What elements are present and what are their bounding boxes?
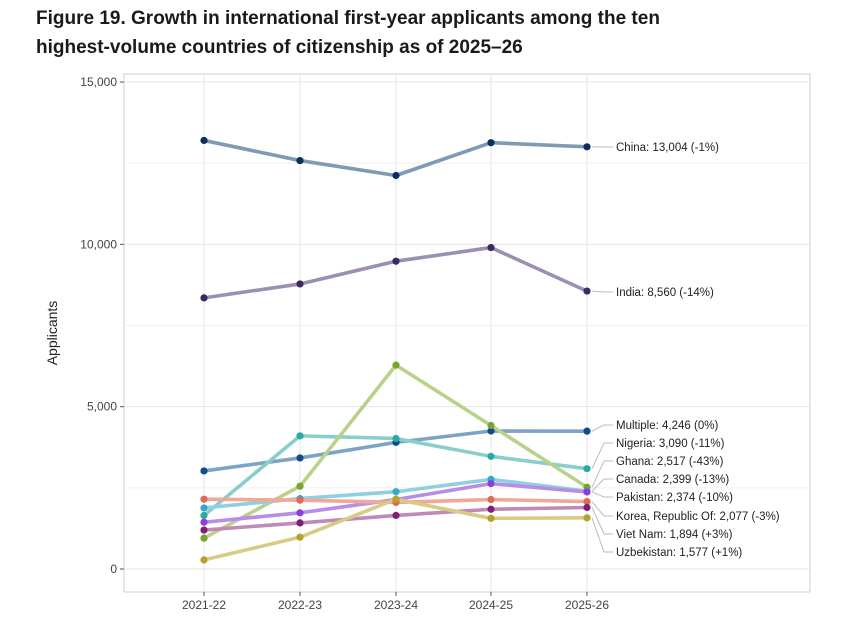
series-end-label: Viet Nam: 1,894 (+3%) [616, 529, 733, 541]
data-point [296, 519, 304, 527]
data-point [392, 171, 400, 180]
series-end-label: China: 13,004 (-1%) [616, 142, 719, 154]
data-point [392, 488, 400, 496]
series-end-label: Uzbekistan: 1,577 (+1%) [616, 547, 742, 559]
data-point [583, 497, 591, 506]
label-leader-line [591, 460, 613, 488]
data-point [200, 294, 208, 302]
data-point [200, 467, 208, 475]
x-tick-label: 2025-26 [565, 598, 609, 612]
data-point [392, 434, 400, 443]
label-leader-line [591, 501, 613, 517]
x-tick-label: 2024-25 [469, 598, 513, 612]
chart-title-line-2: highest-volume countries of citizenship … [36, 37, 523, 58]
data-point [200, 534, 208, 542]
data-point [583, 488, 591, 496]
label-leader-line [591, 290, 613, 293]
series-end-label: Pakistan: 2,374 (-10%) [616, 492, 733, 504]
data-point [296, 156, 304, 165]
label-leader-line [591, 424, 613, 432]
x-tick-label: 2023-24 [374, 598, 418, 612]
data-point [583, 427, 591, 435]
data-point [200, 556, 208, 564]
data-point [487, 514, 495, 522]
data-point [296, 533, 304, 541]
data-point [392, 511, 400, 520]
y-axis-label: Applicants [44, 301, 60, 366]
data-point [487, 495, 495, 504]
x-tick-label: 2022-23 [278, 598, 322, 612]
data-point [583, 503, 591, 512]
data-point [583, 287, 591, 295]
y-tick-label: 15,000 [80, 75, 117, 89]
series-end-label: Korea, Republic Of: 2,077 (-3%) [616, 511, 780, 523]
series-end-label: Nigeria: 3,090 (-11%) [616, 438, 725, 450]
series-end-label: Multiple: 4,246 (0%) [616, 420, 718, 432]
series-end-label: India: 8,560 (-14%) [616, 287, 714, 299]
data-point [487, 505, 495, 513]
label-leader-line [591, 507, 613, 535]
series-end-label: Ghana: 2,517 (-43%) [616, 456, 724, 468]
y-tick-label: 0 [110, 562, 117, 576]
data-point [392, 495, 400, 503]
data-point [296, 454, 304, 462]
label-leader-line [591, 442, 613, 469]
data-point [200, 511, 208, 520]
data-point [200, 136, 208, 145]
y-tick-label: 10,000 [80, 237, 117, 251]
data-point [487, 243, 495, 252]
data-point [583, 143, 591, 151]
data-point [392, 361, 400, 369]
data-point [487, 427, 495, 435]
chart-title-line-1: Figure 19. Growth in international first… [36, 8, 660, 29]
label-leader-line [591, 491, 613, 498]
y-tick-label: 5,000 [87, 400, 117, 414]
series-end-label: Canada: 2,399 (-13%) [616, 474, 729, 486]
data-point [487, 421, 495, 430]
data-point [296, 496, 304, 504]
data-point [200, 526, 208, 534]
data-point [487, 452, 495, 460]
data-point [296, 432, 304, 440]
data-point [296, 509, 304, 517]
label-leader-line [591, 517, 613, 553]
data-point [296, 482, 304, 490]
data-point [487, 480, 495, 488]
data-point [583, 514, 591, 522]
data-point [392, 257, 400, 265]
data-point [296, 280, 304, 288]
data-point [200, 518, 208, 526]
label-leader-line [591, 478, 613, 492]
chart-title: Figure 19. Growth in international first… [36, 4, 816, 62]
data-point [583, 465, 591, 473]
data-point [487, 139, 495, 147]
data-point [200, 495, 208, 503]
x-tick-label: 2021-22 [182, 598, 226, 612]
data-point [200, 504, 208, 512]
